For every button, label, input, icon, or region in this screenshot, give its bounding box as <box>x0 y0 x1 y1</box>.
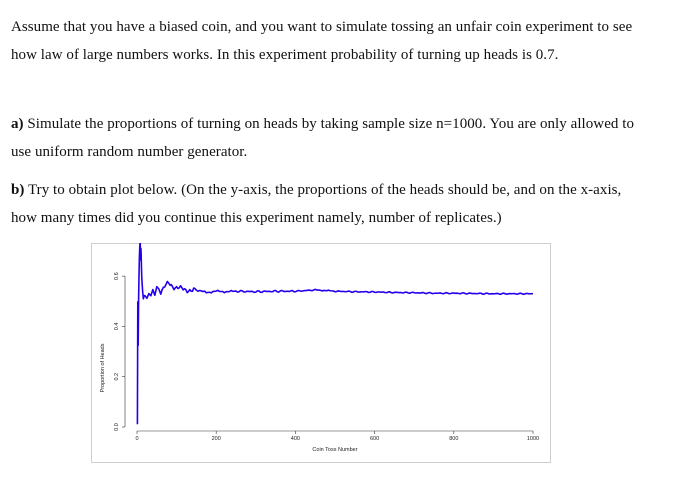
problem-part-a: a) Simulate the proportions of turning o… <box>11 110 651 166</box>
y-tick-label: 0.6 <box>114 272 120 280</box>
y-tick-label: 0.4 <box>114 323 120 331</box>
x-axis-label: Coin Toss Number <box>312 447 357 453</box>
x-tick-label: 200 <box>212 436 221 442</box>
part-a-text: Simulate the proportions of turning on h… <box>11 116 635 160</box>
x-tick-label: 0 <box>135 436 138 442</box>
x-tick-label: 600 <box>370 436 379 442</box>
problem-intro-text: Assume that you have a biased coin, and … <box>11 19 633 63</box>
chart-marks <box>136 240 534 425</box>
plot-border <box>91 243 551 463</box>
x-tick-label: 800 <box>449 436 458 442</box>
y-tick-label: 0.0 <box>114 423 120 431</box>
part-b-text: Try to obtain plot below. (On the y-axis… <box>11 182 622 226</box>
y-axis-label: Proportion of Heads <box>100 343 106 392</box>
problem-intro: Assume that you have a biased coin, and … <box>11 13 651 69</box>
problem-part-b: b) Try to obtain plot below. (On the y-a… <box>11 176 651 232</box>
y-tick-label: 0.2 <box>114 373 120 381</box>
series-line <box>136 240 534 425</box>
proportion-plot: 0 200 400 600 800 1000 0.0 0.2 0.4 0.6 Coin Toss … <box>91 240 551 463</box>
proportion-chart-svg: 0 200 400 600 800 1000 0.0 0.2 0.4 0.6 Coin Toss … <box>91 240 551 463</box>
part-a-label: a) <box>11 116 24 132</box>
x-tick-label: 400 <box>291 436 300 442</box>
part-b-label: b) <box>11 182 25 198</box>
chart-axes: 0 200 400 600 800 1000 0.0 0.2 0.4 0.6 <box>114 272 539 442</box>
x-tick-label: 1000 <box>527 436 539 442</box>
